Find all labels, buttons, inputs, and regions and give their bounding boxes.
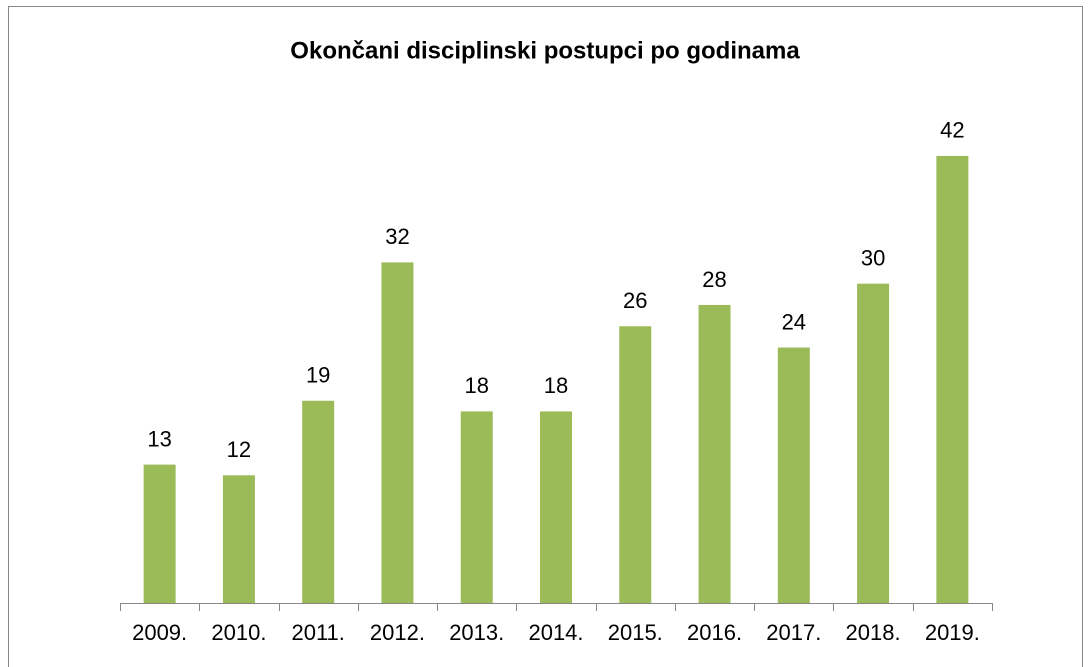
data-label: 32 xyxy=(385,224,409,249)
x-tick-label: 2017. xyxy=(766,620,821,645)
x-tick-label: 2012. xyxy=(370,620,425,645)
data-label: 18 xyxy=(544,373,568,398)
chart-title: Okončani disciplinski postupci po godina… xyxy=(290,37,800,64)
data-label: 12 xyxy=(227,437,251,462)
x-tick-label: 2011. xyxy=(291,620,344,645)
data-label: 26 xyxy=(623,288,647,313)
x-tick-label: 2014. xyxy=(528,620,583,645)
bar xyxy=(222,475,255,603)
data-label: 24 xyxy=(782,309,806,334)
bar xyxy=(381,262,414,603)
x-tick-label: 2013. xyxy=(449,620,504,645)
data-label: 18 xyxy=(464,373,488,398)
data-label: 19 xyxy=(306,363,330,388)
x-tick-label: 2016. xyxy=(687,620,742,645)
data-label: 30 xyxy=(861,245,885,270)
x-tick-label: 2019. xyxy=(925,620,980,645)
x-tick-label: 2010. xyxy=(211,620,266,645)
bar xyxy=(460,411,493,603)
bar xyxy=(698,304,731,603)
x-tick-label: 2018. xyxy=(846,620,901,645)
bar xyxy=(302,400,335,603)
bar xyxy=(936,155,969,603)
bar xyxy=(777,347,810,603)
x-tick-label: 2015. xyxy=(608,620,663,645)
x-tick-label: 2009. xyxy=(132,620,187,645)
bar xyxy=(143,464,176,603)
bar xyxy=(857,283,890,603)
bar xyxy=(619,326,652,603)
bar xyxy=(540,411,572,603)
data-label: 28 xyxy=(702,267,726,292)
data-label: 42 xyxy=(940,118,964,143)
data-label: 13 xyxy=(147,426,171,451)
